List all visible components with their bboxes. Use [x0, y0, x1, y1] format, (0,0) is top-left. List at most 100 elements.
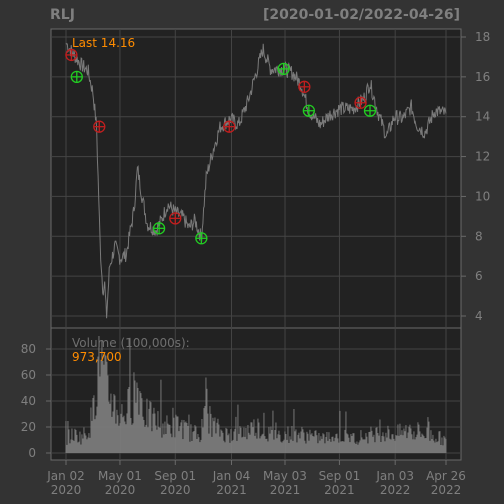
volume-bar [379, 419, 381, 453]
volume-bar [297, 434, 299, 453]
volume-bar [386, 437, 388, 453]
volume-bar [281, 442, 283, 453]
volume-bar [226, 428, 228, 453]
volume-bar [391, 434, 393, 453]
volume-bar [402, 435, 404, 453]
volume-bar [352, 433, 354, 453]
volume-bar [431, 439, 433, 453]
volume-bar [126, 413, 128, 453]
volume-bar [74, 428, 76, 453]
volume-bar [300, 431, 302, 453]
volume-bar [302, 429, 304, 453]
volume-bar [233, 431, 235, 453]
volume-bar [77, 442, 79, 453]
volume-bar [164, 421, 166, 453]
volume-bar [178, 431, 180, 453]
volume-bar [367, 443, 369, 453]
volume-bar [144, 427, 146, 453]
volume-bar [320, 436, 322, 453]
sell-marker [93, 120, 106, 133]
volume-bar [162, 423, 164, 453]
volume-bar [147, 427, 149, 453]
volume-bar [339, 410, 341, 453]
volume-bar [191, 441, 193, 453]
volume-bar [127, 389, 129, 453]
volume-bar [376, 427, 378, 453]
volume-bar [301, 426, 303, 453]
volume-bar [343, 441, 345, 453]
volume-bar [76, 434, 78, 453]
volume-bar [153, 407, 155, 453]
x-tick-label: Apr 26 [426, 469, 466, 483]
volume-bar [237, 404, 239, 453]
volume-bar [422, 434, 424, 453]
volume-bar [227, 435, 229, 453]
volume-bar [89, 437, 91, 453]
volume-bar [123, 415, 125, 453]
price-tick-label: 4 [475, 309, 483, 323]
volume-bar [188, 414, 190, 453]
price-line-group [65, 42, 447, 319]
volume-bar [130, 418, 132, 453]
volume-bar [441, 437, 443, 453]
volume-bar [69, 443, 71, 453]
volume-bar [218, 424, 220, 453]
volume-bar [399, 423, 401, 453]
volume-bar [185, 421, 187, 453]
volume-bar [268, 426, 270, 453]
volume-bar [73, 440, 75, 453]
volume-bar [221, 430, 223, 453]
volume-bar [315, 430, 317, 453]
x-tick-label: May 01 [98, 469, 142, 483]
volume-bar [216, 422, 218, 453]
volume-bar [332, 436, 334, 453]
sell-marker [298, 80, 311, 93]
volume-bar [269, 433, 271, 453]
volume-bar [358, 442, 360, 453]
volume-bar [380, 442, 382, 453]
volume-bar [384, 441, 386, 453]
volume-bar [285, 434, 287, 453]
volume-bar [437, 441, 439, 453]
volume-bar [142, 416, 144, 453]
volume-bar [426, 427, 428, 453]
volume-bar [295, 429, 297, 453]
volume-bar [425, 438, 427, 453]
volume-bar [330, 441, 332, 453]
volume-bar [258, 422, 260, 453]
volume-bar [288, 443, 290, 453]
volume-bar [334, 437, 336, 453]
volume-bar [353, 433, 355, 453]
volume-bar [212, 417, 214, 453]
volume-bar [193, 431, 195, 453]
volume-bar [355, 444, 357, 453]
volume-bar [420, 437, 422, 453]
volume-bar [109, 403, 111, 453]
volume-bar [411, 434, 413, 453]
volume-bar [439, 431, 441, 453]
volume-bar [365, 433, 367, 453]
price-panel [50, 28, 462, 329]
volume-bar [264, 436, 266, 453]
volume-bar [323, 434, 325, 453]
volume-bar [150, 402, 152, 453]
volume-bar [317, 443, 319, 453]
volume-bar [394, 440, 396, 453]
volume-bar [211, 436, 213, 453]
volume-bar [277, 434, 279, 453]
x-tick-year-label: 2021 [324, 483, 355, 497]
volume-bar [312, 436, 314, 453]
volume-bar [275, 422, 277, 453]
volume-bar [366, 436, 368, 453]
volume-bar [208, 433, 210, 453]
volume-bar [415, 437, 417, 453]
volume-bar [184, 422, 186, 453]
volume-bar [372, 436, 374, 453]
volume-bar [406, 438, 408, 453]
volume-bar [246, 439, 248, 453]
volume-bar [404, 431, 406, 453]
buy-marker [70, 70, 83, 84]
volume-bar [259, 438, 261, 453]
volume-bar [174, 437, 176, 453]
